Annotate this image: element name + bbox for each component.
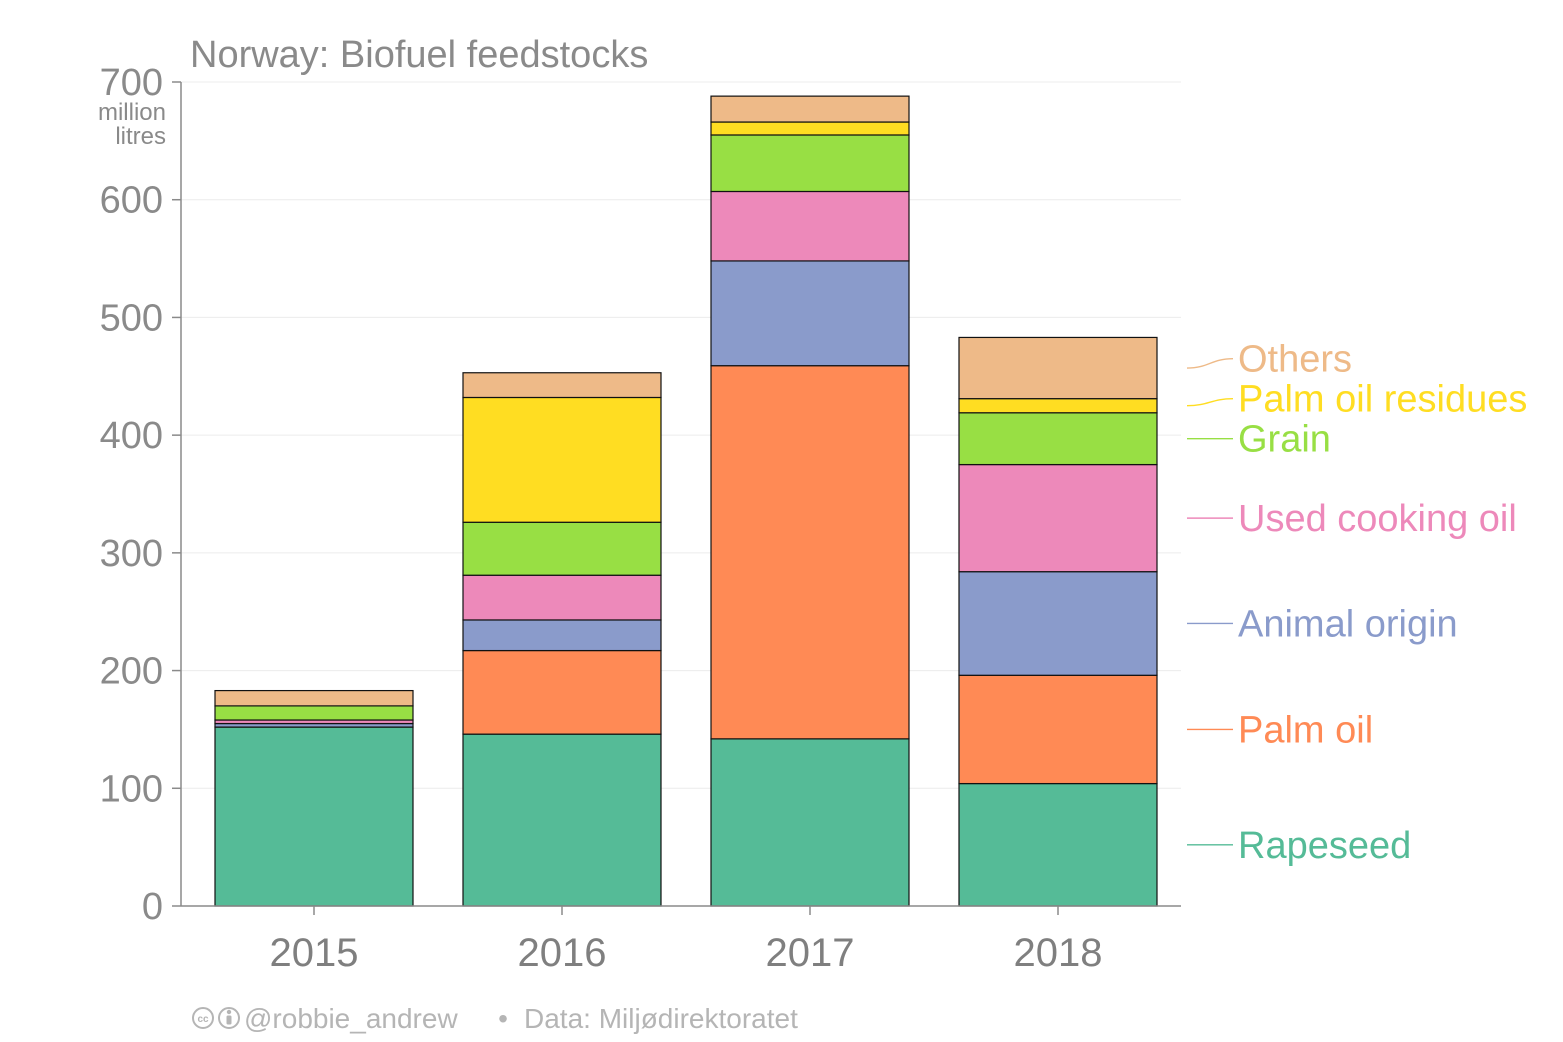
bar-rapeseed-2018	[958, 782, 1158, 907]
bar-animal-origin-2016	[462, 619, 662, 652]
bar-palm-oil-2017	[710, 365, 910, 740]
y-unit-line-2: litres	[115, 123, 166, 150]
credit-line: cc @robbie_andrew • Data: Miljødirektora…	[192, 1003, 798, 1034]
cc-icon: cc	[192, 1007, 214, 1029]
bar-animal-origin-2018	[958, 571, 1158, 676]
bar-palm-oil-2016	[462, 649, 662, 735]
bar-palm-oil-residues-2018	[958, 398, 1158, 414]
bar-palm-oil-2018	[958, 674, 1158, 785]
legend-connector-others	[1186, 357, 1234, 369]
legend-label-animal-origin: Animal origin	[1238, 603, 1458, 645]
y-tick-label: 500	[100, 297, 163, 339]
bar-others-2018	[958, 336, 1158, 400]
gridlines	[181, 81, 1181, 789]
y-tick-label: 700	[100, 62, 163, 104]
bar-used-cooking-oil-2017	[710, 190, 910, 262]
x-tick-label: 2017	[766, 931, 855, 975]
legend-label-palm-oil-residues: Palm oil residues	[1238, 379, 1527, 421]
y-tick-label: 200	[100, 651, 163, 693]
legend-label-others: Others	[1238, 339, 1352, 381]
x-tick-label: 2015	[270, 931, 359, 975]
x-tick-label: 2016	[518, 931, 607, 975]
y-unit-line-1: million	[98, 99, 166, 126]
credit-author: @robbie_andrew	[244, 1003, 458, 1034]
bar-used-cooking-oil-2018	[958, 463, 1158, 573]
axes: 0 100 200 300 400 500 600 700 2015 2016 2017 2018	[100, 62, 1181, 975]
bar-grain-2018	[958, 412, 1158, 466]
bar-grain-2015	[214, 705, 414, 721]
bars	[214, 95, 1158, 907]
legend-label-palm-oil: Palm oil	[1238, 709, 1373, 751]
legend-label-grain: Grain	[1238, 419, 1331, 461]
bar-used-cooking-oil-2016	[462, 574, 662, 621]
bar-others-2015	[214, 689, 414, 707]
legend-connector-palm-oil-residues	[1186, 397, 1234, 407]
y-tick-label: 600	[100, 180, 163, 222]
bar-rapeseed-2017	[710, 738, 910, 907]
y-tick-label: 100	[100, 768, 163, 810]
bar-others-2016	[462, 372, 662, 399]
credit-source: Data: Miljødirektoratet	[524, 1003, 798, 1034]
legend-label-rapeseed: Rapeseed	[1238, 825, 1411, 867]
svg-text:cc: cc	[197, 1014, 209, 1025]
x-tick-label: 2018	[1014, 931, 1103, 975]
legend-label-used-cooking-oil: Used cooking oil	[1238, 498, 1517, 540]
y-tick-label: 300	[100, 533, 163, 575]
bar-others-2017	[710, 95, 910, 123]
y-tick-label: 0	[142, 886, 163, 928]
bar-rapeseed-2016	[462, 733, 662, 907]
attribution-icon	[218, 1007, 240, 1029]
bar-palm-oil-residues-2017	[710, 121, 910, 136]
bar-grain-2017	[710, 134, 910, 193]
bar-palm-oil-residues-2016	[462, 396, 662, 523]
credit-separator: •	[498, 1003, 508, 1034]
y-tick-label: 400	[100, 415, 163, 457]
legend: Rapeseed Palm oil Animal origin Used cookin…	[1186, 339, 1527, 867]
chart-title: Norway: Biofuel feedstocks	[190, 34, 648, 76]
bar-rapeseed-2015	[214, 726, 414, 907]
bar-animal-origin-2017	[710, 260, 910, 367]
bar-grain-2016	[462, 521, 662, 576]
